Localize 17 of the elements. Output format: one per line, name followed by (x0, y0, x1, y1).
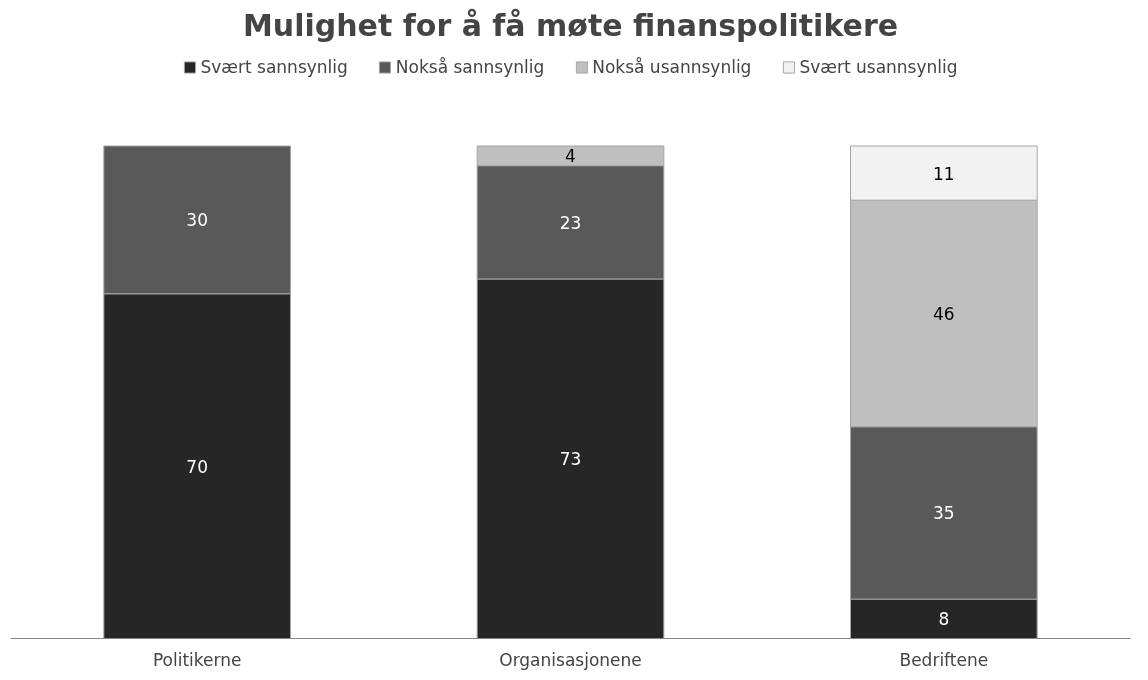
data-label: 8 (938, 609, 950, 630)
x-tick-label: Politikerne (152, 649, 242, 670)
data-label: 4 (565, 146, 576, 167)
x-tick-label: Bedriftene (899, 649, 989, 670)
chart-title: Mulighet for å få møte finanspolitikere (242, 7, 899, 43)
data-label: 46 (933, 303, 955, 324)
legend-label: Nokså sannsynlig (395, 57, 545, 77)
data-label: 11 (933, 163, 955, 184)
data-label: 73 (559, 449, 582, 470)
x-tick-label: Organisasjonene (499, 649, 642, 670)
legend-label: Svært sannsynlig (200, 57, 348, 77)
data-label: 30 (186, 210, 208, 231)
data-label: 70 (186, 456, 208, 477)
data-label: 35 (933, 503, 955, 524)
legend-label: Nokså usannsynlig (592, 57, 752, 77)
legend-label: Svært usannsynlig (799, 57, 958, 77)
data-label: 23 (559, 212, 582, 233)
